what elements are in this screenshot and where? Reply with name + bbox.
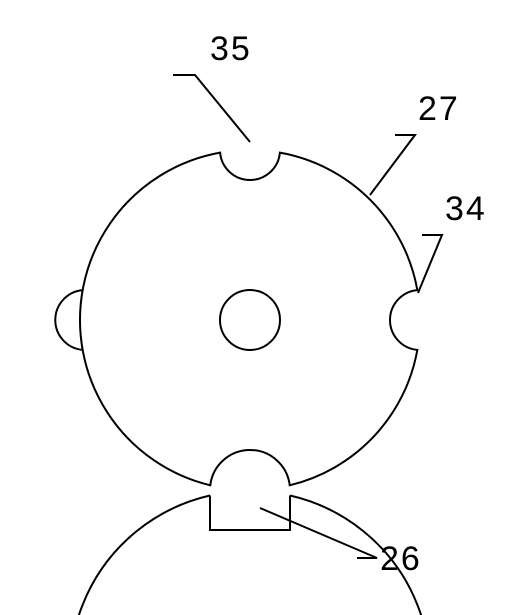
reference-labels: 26 27 34 35 xyxy=(210,30,487,578)
bottom-tab xyxy=(210,495,290,530)
outer-ring xyxy=(70,495,430,615)
leader-lines xyxy=(173,75,442,558)
inner-boundary-with-notches xyxy=(55,153,417,486)
leader-27 xyxy=(370,135,415,195)
center-hole xyxy=(220,290,280,350)
label-27: 27 xyxy=(418,90,460,128)
label-26: 26 xyxy=(380,540,422,578)
mechanical-part-diagram: 26 27 34 35 xyxy=(0,0,509,615)
label-35: 35 xyxy=(210,30,252,68)
label-34: 34 xyxy=(445,190,487,228)
leader-35 xyxy=(173,75,250,142)
leader-34 xyxy=(418,235,442,293)
leader-26 xyxy=(260,508,377,558)
